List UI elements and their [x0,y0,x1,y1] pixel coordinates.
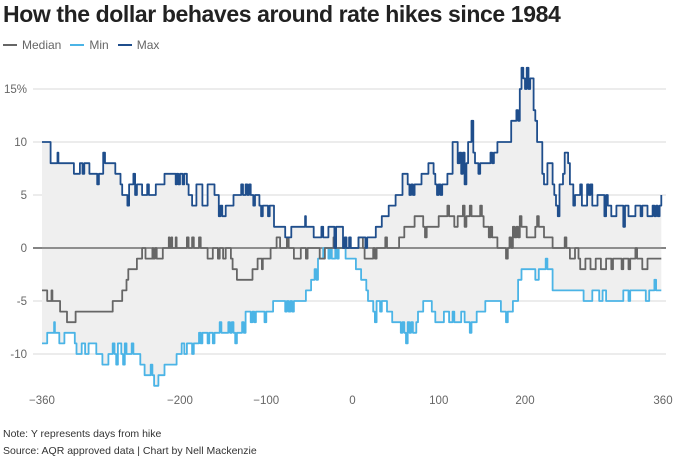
legend-label-median: Median [22,38,62,52]
legend-swatch-max [117,44,132,46]
footnote: Note: Y represents days from hike [3,428,162,440]
min-max-band [42,67,662,386]
x-tick-label: −360 [29,395,55,407]
legend-label-min: Min [89,38,109,52]
y-tick-label: -5 [17,296,27,308]
x-tick-label: 100 [429,395,448,407]
legend-label-max: Max [136,38,160,52]
source-credit: Source: AQR approved data | Chart by Nel… [3,445,257,457]
x-tick-label: 0 [349,395,355,407]
y-tick-label: 10 [14,137,27,149]
series-lines [33,66,666,387]
y-tick-label: 0 [21,243,27,255]
y-axis-ticks: -10 -5 0 5 10 15% [4,84,27,361]
legend-item-median: Median [3,38,61,52]
series-line-median [42,204,662,324]
min-max-band-area [42,67,662,386]
x-tick-label: 360 [653,395,672,407]
legend-swatch-min [70,44,85,46]
x-tick-label: −200 [167,395,193,407]
x-axis-ticks: −360 −200 −100 0 100 200 360 [29,395,673,407]
x-tick-label: 200 [515,395,534,407]
x-tick-label: −100 [253,395,279,407]
legend-swatch-median [3,44,17,46]
series-line-max [42,66,663,249]
series-line-min [42,247,662,387]
legend-item-max: Max [117,38,160,52]
chart-title: How the dollar behaves around rate hikes… [3,1,561,27]
y-tick-label: -10 [10,349,27,361]
y-tick-label: 5 [21,190,27,202]
y-tick-label: 15% [4,84,27,96]
legend-item-min: Min [70,38,109,52]
legend: Median Min Max [3,38,168,52]
